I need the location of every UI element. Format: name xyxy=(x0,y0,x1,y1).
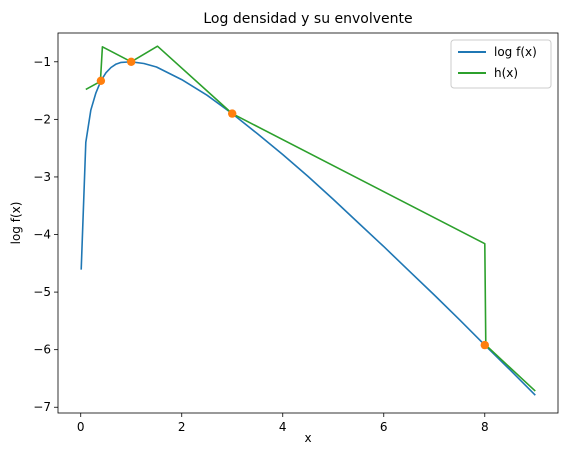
y-tick-label: −6 xyxy=(33,343,51,357)
series-line-log-f-x xyxy=(80,61,536,396)
data-point-2 xyxy=(127,57,136,66)
y-tick-label: −2 xyxy=(33,112,51,126)
x-tick-label: 6 xyxy=(380,420,388,434)
x-tick-label: 4 xyxy=(279,420,287,434)
y-tick-label: −1 xyxy=(33,55,51,69)
data-point-4 xyxy=(480,340,489,350)
y-tick-label: −7 xyxy=(33,400,51,414)
data-point-3 xyxy=(228,109,237,118)
plot-content xyxy=(80,45,536,396)
legend-label-log-f: log f(x) xyxy=(494,45,537,59)
series-line-h-x xyxy=(85,45,536,392)
x-tick-label: 0 xyxy=(77,420,85,434)
y-axis-title: log f(x) xyxy=(9,202,23,245)
legend: log f(x) h(x) xyxy=(450,39,552,89)
legend-label-h: h(x) xyxy=(494,66,518,80)
x-axis-title: x xyxy=(304,431,311,445)
x-axis: 0 2 4 6 8 xyxy=(77,413,489,434)
x-tick-label: 8 xyxy=(481,420,489,434)
plot-frame xyxy=(57,32,559,414)
x-tick-label: 2 xyxy=(178,420,186,434)
y-axis: −7 −6 −5 −4 −3 −2 −1 xyxy=(33,55,58,414)
chart-title: Log densidad y su envolvente xyxy=(203,11,412,27)
y-tick-label: −5 xyxy=(33,285,51,299)
data-point-1 xyxy=(96,76,106,86)
y-tick-label: −4 xyxy=(33,228,51,242)
y-tick-label: −3 xyxy=(33,170,51,184)
